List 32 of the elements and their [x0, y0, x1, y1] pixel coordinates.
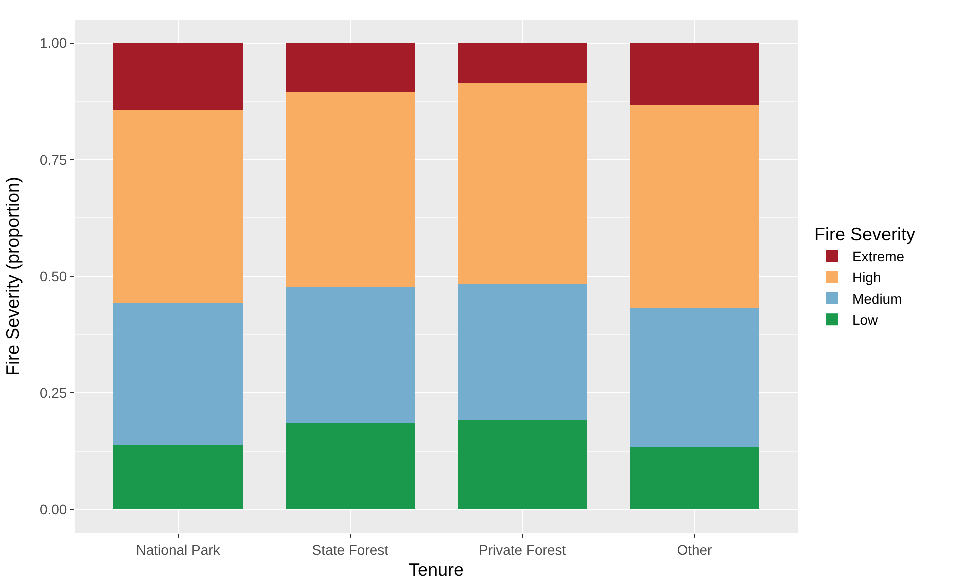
bar	[630, 104, 760, 308]
bar	[630, 447, 760, 510]
legend-label: Medium	[852, 290, 902, 307]
y-tick-label: 0.25	[40, 384, 68, 401]
bar	[286, 286, 415, 423]
bar	[458, 82, 588, 284]
bar	[630, 43, 760, 105]
bar	[458, 420, 588, 510]
bar	[630, 308, 760, 448]
bar	[114, 304, 243, 446]
bar	[286, 43, 415, 92]
bar	[458, 43, 588, 83]
legend-label: High	[852, 270, 882, 286]
bar	[286, 422, 415, 510]
y-tick-label: 1.00	[40, 35, 68, 52]
y-tick-label: 0.50	[40, 268, 68, 284]
x-tick-label: National Park	[136, 542, 222, 558]
bar	[286, 92, 415, 287]
x-tick-label: Other	[677, 542, 713, 558]
legend-title: Fire Severity	[814, 224, 916, 244]
bar	[114, 445, 243, 510]
x-axis-title: Tenure	[408, 560, 464, 580]
legend-label: Low	[852, 312, 880, 328]
bar	[458, 284, 588, 421]
bar	[114, 43, 243, 110]
x-tick-label: State Forest	[312, 542, 389, 558]
x-tick-label: Private Forest	[479, 542, 566, 558]
y-tick-label: 0.00	[40, 502, 68, 518]
y-tick-label: 0.75	[40, 152, 68, 168]
bar	[114, 110, 243, 304]
legend-label: Extreme	[852, 248, 905, 264]
y-axis-title: Fire Severity (proportion)	[3, 176, 24, 376]
